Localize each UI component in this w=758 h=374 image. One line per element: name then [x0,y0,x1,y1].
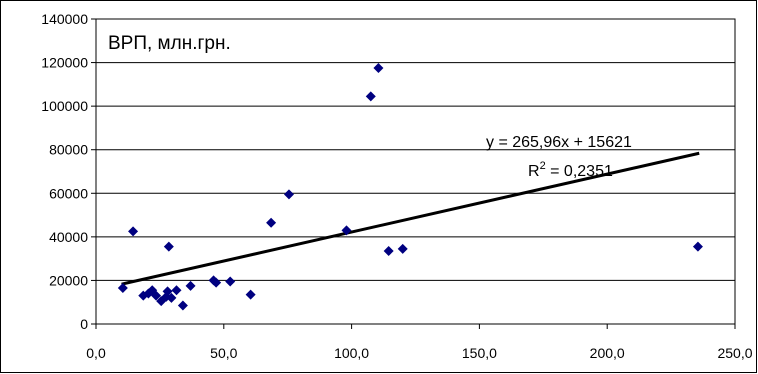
trendline [121,151,700,286]
r-squared-value: = 0,2351 [546,163,613,180]
trendline-r-squared: R2 = 0,2351 [528,160,613,180]
data-point [151,290,162,301]
data-point [383,246,394,257]
y-tick-label: 40000 [49,229,88,245]
x-tick-label: 150,0 [462,345,497,361]
y-tick-label: 120000 [41,55,88,71]
data-point [283,189,294,200]
plot-area-border [95,18,736,325]
y-axis-ticks: 0 20000 40000 60000 80000 100000 120000 140000 [41,11,96,332]
y-tick-label: 0 [80,316,88,332]
y-tick-label: 20000 [49,272,88,288]
data-points [117,63,703,311]
y-tick-label: 100000 [41,98,88,114]
data-point [162,286,173,297]
data-point [373,63,384,74]
x-tick-label: 100,0 [334,345,369,361]
data-point [211,277,222,288]
data-point [245,289,256,300]
data-point [365,91,376,102]
x-tick-label: 250,0 [717,345,752,361]
y-tick-label: 80000 [49,142,88,158]
x-tick-label: 50,0 [210,345,237,361]
data-point [341,225,352,236]
data-point [171,285,182,296]
data-point [266,217,277,228]
data-point [166,292,177,303]
data-point [185,280,196,291]
data-point [128,226,139,237]
trendline-equation: y = 265,96x + 15621 [486,134,632,151]
y-tick-label: 140000 [41,11,88,27]
data-point [117,283,128,294]
x-axis-ticks: 0,0 50,0 100,0 150,0 200,0 250,0 [86,324,753,361]
data-point [163,241,174,252]
data-point [177,300,188,311]
r-squared-symbol: R [528,163,540,180]
data-point [225,276,236,287]
y-tick-label: 60000 [49,185,88,201]
x-tick-label: 0,0 [86,345,106,361]
x-tick-label: 200,0 [590,345,625,361]
data-point [397,243,408,254]
r-squared-exponent: 2 [540,160,546,172]
data-point [692,241,703,252]
chart-title: ВРП, млн.грн. [108,33,231,54]
gridlines [96,62,735,281]
